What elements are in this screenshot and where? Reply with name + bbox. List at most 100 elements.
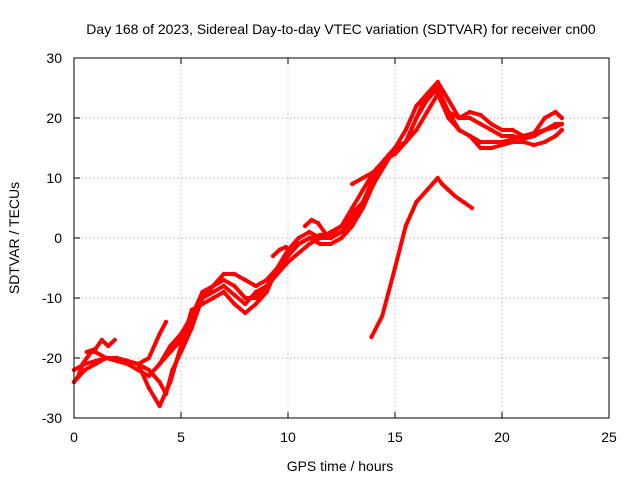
series-track-9 xyxy=(350,164,382,186)
data-point xyxy=(478,139,483,145)
data-point xyxy=(210,295,216,301)
data-point xyxy=(221,271,226,277)
data-point xyxy=(382,157,387,163)
data-point xyxy=(510,133,515,139)
data-point xyxy=(157,361,162,367)
data-point xyxy=(414,115,419,121)
data-point xyxy=(232,301,237,307)
data-point xyxy=(380,313,385,319)
data-point xyxy=(328,235,333,241)
data-point xyxy=(553,121,558,127)
data-point xyxy=(371,169,376,175)
data-point xyxy=(253,295,259,301)
data-point xyxy=(446,109,451,115)
data-point xyxy=(221,289,226,295)
data-point xyxy=(559,115,565,121)
y-tick-label: -20 xyxy=(42,350,62,366)
data-point xyxy=(371,175,376,181)
y-tick-label: -10 xyxy=(42,290,62,306)
data-point xyxy=(350,223,355,229)
data-point xyxy=(210,289,216,295)
data-point xyxy=(84,349,90,355)
x-tick-label: 25 xyxy=(601,429,617,445)
x-tick-label: 15 xyxy=(387,429,403,445)
data-point xyxy=(270,253,276,259)
data-point xyxy=(264,289,269,295)
data-point xyxy=(452,193,458,199)
data-point xyxy=(277,247,282,253)
data-point xyxy=(317,241,323,247)
data-point xyxy=(489,127,494,133)
data-point xyxy=(200,295,205,301)
data-point xyxy=(510,127,515,133)
data-point xyxy=(499,127,505,133)
data-point xyxy=(553,109,558,115)
data-point xyxy=(317,235,323,241)
data-point xyxy=(542,115,547,121)
data-point xyxy=(478,112,483,118)
data-point xyxy=(328,229,333,235)
data-point xyxy=(510,139,515,145)
data-point xyxy=(221,283,226,289)
data-point xyxy=(307,235,312,241)
y-tick-label: 30 xyxy=(46,50,62,66)
y-axis-label: SDTVAR / TECUs xyxy=(6,182,22,294)
data-point xyxy=(168,343,173,349)
data-point xyxy=(531,130,537,136)
data-point xyxy=(112,337,117,343)
data-point xyxy=(178,337,184,343)
data-point xyxy=(435,175,440,181)
data-point xyxy=(439,181,445,187)
data-point xyxy=(424,91,430,97)
data-point xyxy=(469,205,475,211)
data-point xyxy=(103,355,109,361)
data-point xyxy=(232,292,237,298)
data-point xyxy=(403,127,408,133)
data-point xyxy=(414,127,419,133)
data-point xyxy=(232,271,237,277)
data-point xyxy=(369,334,374,340)
x-axis-label: GPS time / hours xyxy=(287,458,394,474)
data-point xyxy=(553,133,558,139)
y-tick-label: -30 xyxy=(42,410,62,426)
data-point xyxy=(377,163,383,169)
data-point xyxy=(489,145,494,151)
data-point xyxy=(521,139,526,145)
chart-title: Day 168 of 2023, Sidereal Day-to-day VTE… xyxy=(86,21,596,37)
data-point xyxy=(350,181,355,187)
data-point xyxy=(446,187,451,193)
data-point xyxy=(424,109,430,115)
data-point xyxy=(157,331,162,337)
data-point xyxy=(210,283,216,289)
data-point xyxy=(499,133,505,139)
data-point xyxy=(360,175,366,181)
data-point xyxy=(403,139,408,145)
data-point xyxy=(232,283,237,289)
data-point xyxy=(392,145,398,151)
data-point xyxy=(328,241,333,247)
data-point xyxy=(136,361,141,367)
data-point xyxy=(114,355,120,361)
data-point xyxy=(339,229,344,235)
data-point xyxy=(457,127,462,133)
x-tick-label: 5 xyxy=(177,429,185,445)
data-point xyxy=(296,235,301,241)
data-point xyxy=(542,127,547,133)
data-point xyxy=(478,121,483,127)
data-point xyxy=(146,367,152,373)
data-point xyxy=(461,199,466,205)
data-point xyxy=(457,115,462,121)
data-point xyxy=(307,241,312,247)
data-point xyxy=(446,97,451,103)
data-point xyxy=(84,355,90,361)
data-point xyxy=(521,133,526,139)
data-point xyxy=(339,223,344,229)
data-point xyxy=(157,403,162,409)
data-point xyxy=(93,361,98,367)
data-point xyxy=(403,223,408,229)
data-point xyxy=(350,217,355,223)
data-point xyxy=(243,277,248,283)
x-tick-label: 0 xyxy=(70,429,78,445)
data-point xyxy=(559,121,565,127)
